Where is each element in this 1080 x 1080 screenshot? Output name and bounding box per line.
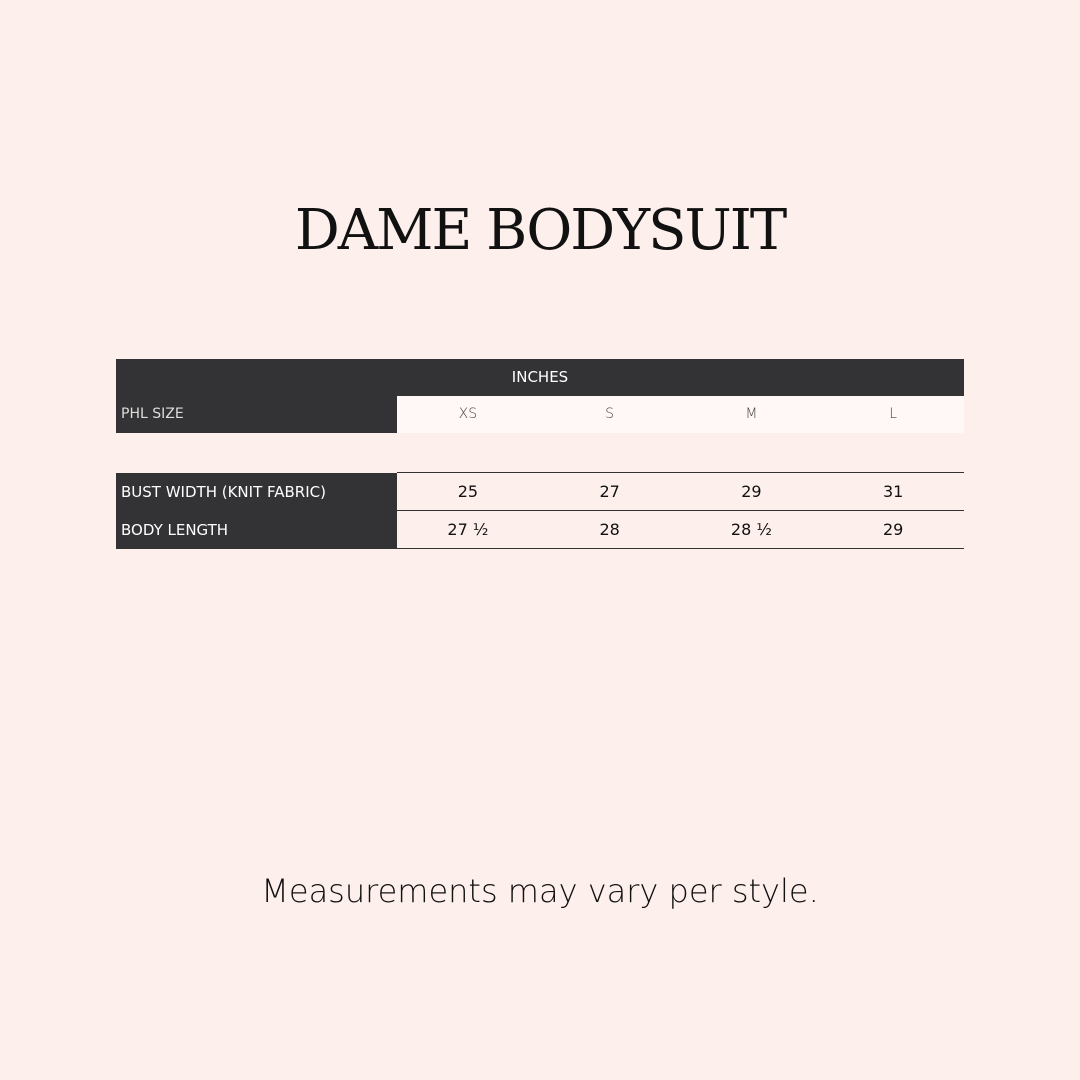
table-cell: 27 ½: [447, 520, 489, 539]
page-title: DAME BODYSUIT: [294, 197, 787, 263]
size-m: M: [745, 406, 758, 422]
table-cell: 29: [882, 520, 904, 539]
table-cell: 29: [741, 482, 762, 501]
table-row: 25 27 29 31: [397, 473, 964, 511]
table-cell: 28: [599, 520, 620, 539]
row-label-bust: BUST WIDTH (KNIT FABRIC): [116, 473, 397, 511]
table-divider: [397, 472, 964, 473]
table-cell: 28 ½: [730, 520, 772, 539]
size-label: PHL SIZE: [116, 396, 397, 433]
size-xs: XS: [458, 406, 478, 422]
table-cell: 31: [882, 482, 904, 501]
size-s: S: [605, 406, 615, 422]
unit-header: INCHES: [116, 359, 964, 396]
row-label-body-length: BODY LENGTH: [116, 511, 397, 549]
table-row: 27 ½ 28 28 ½ 29: [397, 511, 964, 549]
footer-note: Measurements may vary per style.: [261, 872, 819, 910]
table-cell: 25: [457, 482, 479, 501]
size-l: L: [889, 406, 898, 422]
size-header-row: XS S M L: [397, 396, 964, 433]
table-cell: 27: [599, 482, 620, 501]
